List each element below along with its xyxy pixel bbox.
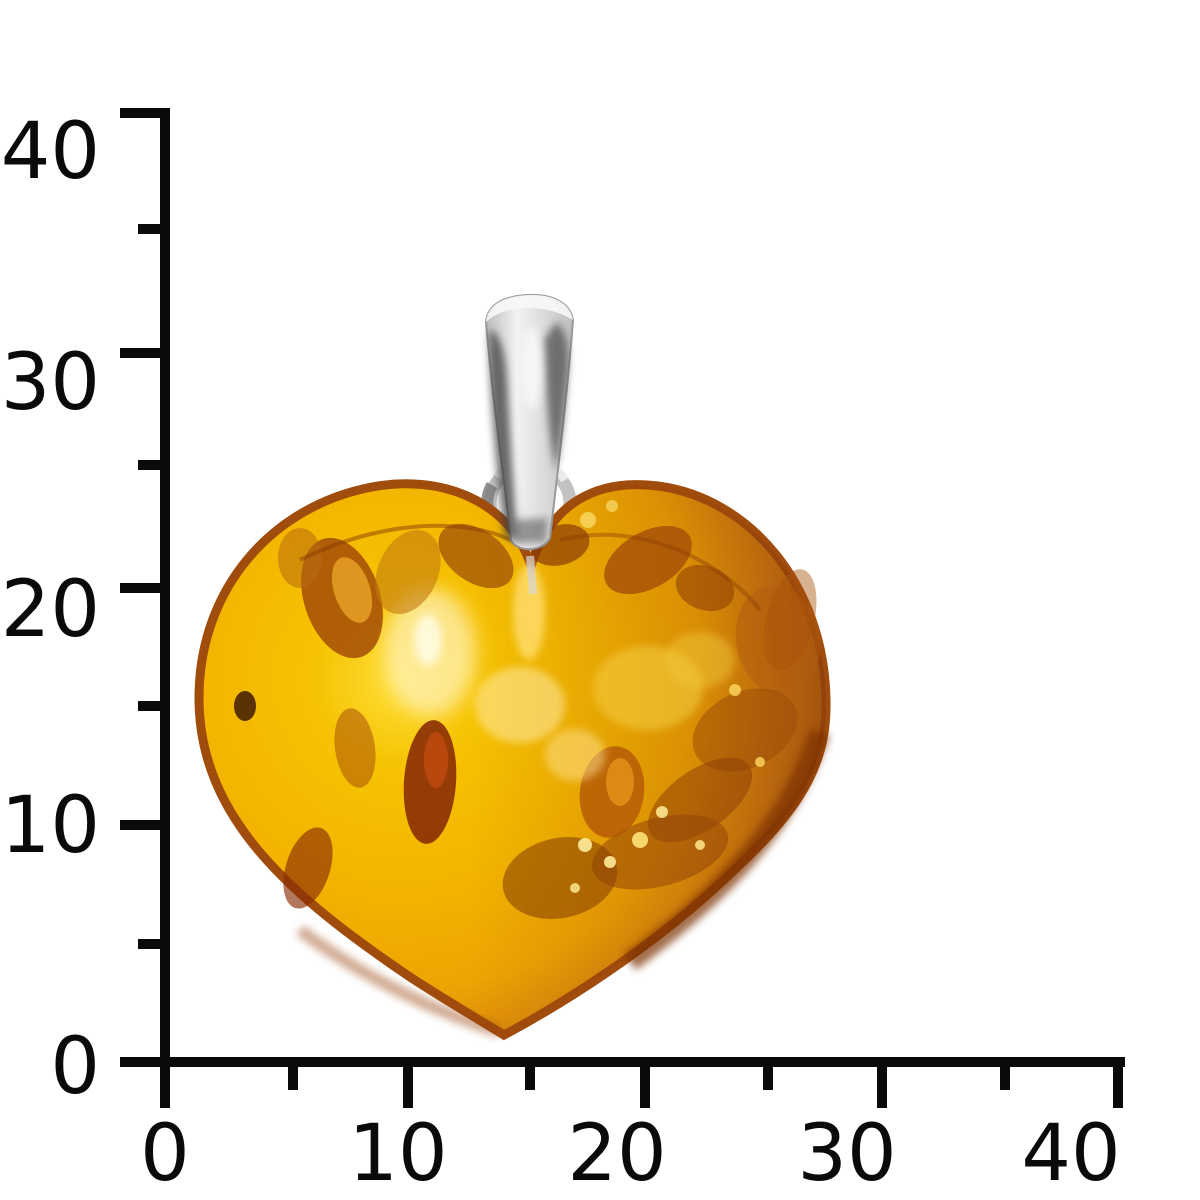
y-tick-label-0: 0 <box>50 1022 100 1112</box>
sparkle <box>729 684 741 696</box>
sparkle <box>580 512 596 528</box>
inclusion <box>591 814 729 890</box>
bubble <box>665 632 735 688</box>
silver-bail <box>484 293 575 551</box>
y-tick-label-10: 10 <box>1 781 100 871</box>
crack-line <box>559 532 762 612</box>
inclusion <box>675 564 735 612</box>
sparkle <box>578 838 592 852</box>
x-tick-label-30: 30 <box>797 1109 896 1199</box>
bubble <box>475 667 565 743</box>
x-tick-label-10: 10 <box>348 1109 447 1199</box>
y-tick-label-40: 40 <box>1 107 100 197</box>
x-tick-label-20: 20 <box>567 1109 666 1199</box>
inclusion <box>438 523 514 589</box>
cleft-light-streak <box>513 564 545 660</box>
heart-highlight-core <box>414 614 442 666</box>
inclusion-red <box>283 827 333 909</box>
x-tick-label-40: 40 <box>1021 1109 1120 1199</box>
bail-top-shine <box>486 294 573 322</box>
y-tick-label-30: 30 <box>1 338 100 428</box>
sparkle <box>656 806 668 818</box>
bail-dark-reflection-right <box>544 322 569 470</box>
bail-bottom-shade <box>512 518 548 544</box>
inclusion <box>502 837 618 919</box>
x-tick-label-0: 0 <box>140 1109 190 1199</box>
amber-heart <box>194 479 831 1041</box>
inclusion <box>604 525 692 595</box>
heart-rim-shadow <box>624 728 830 971</box>
inclusion-glint <box>606 758 634 806</box>
inclusion <box>334 708 376 788</box>
bail-center-shine <box>522 326 542 410</box>
measurement-ruler: 40 30 20 10 00 10 20 30 40 <box>1 107 1125 1199</box>
bubble <box>545 729 605 781</box>
sparkle <box>695 840 705 850</box>
inclusion-red-glint <box>424 732 448 788</box>
inclusion-glint <box>331 557 373 623</box>
inclusion <box>375 529 441 615</box>
inclusion <box>763 569 817 671</box>
bail-pin <box>526 555 537 595</box>
inclusion <box>735 585 821 695</box>
sparkle <box>606 500 618 512</box>
crack-line <box>299 523 522 562</box>
sparkle <box>755 757 765 767</box>
pendant <box>194 293 831 1041</box>
y-tick-label-20: 20 <box>1 565 100 655</box>
sparkle <box>604 856 616 868</box>
heart-rim-shadow-left <box>296 925 502 1038</box>
bail-dark-reflection-left <box>489 330 518 540</box>
inclusion-speck <box>234 691 256 721</box>
inclusion <box>692 688 798 772</box>
sparkle <box>632 832 648 848</box>
sparkle <box>570 883 580 893</box>
